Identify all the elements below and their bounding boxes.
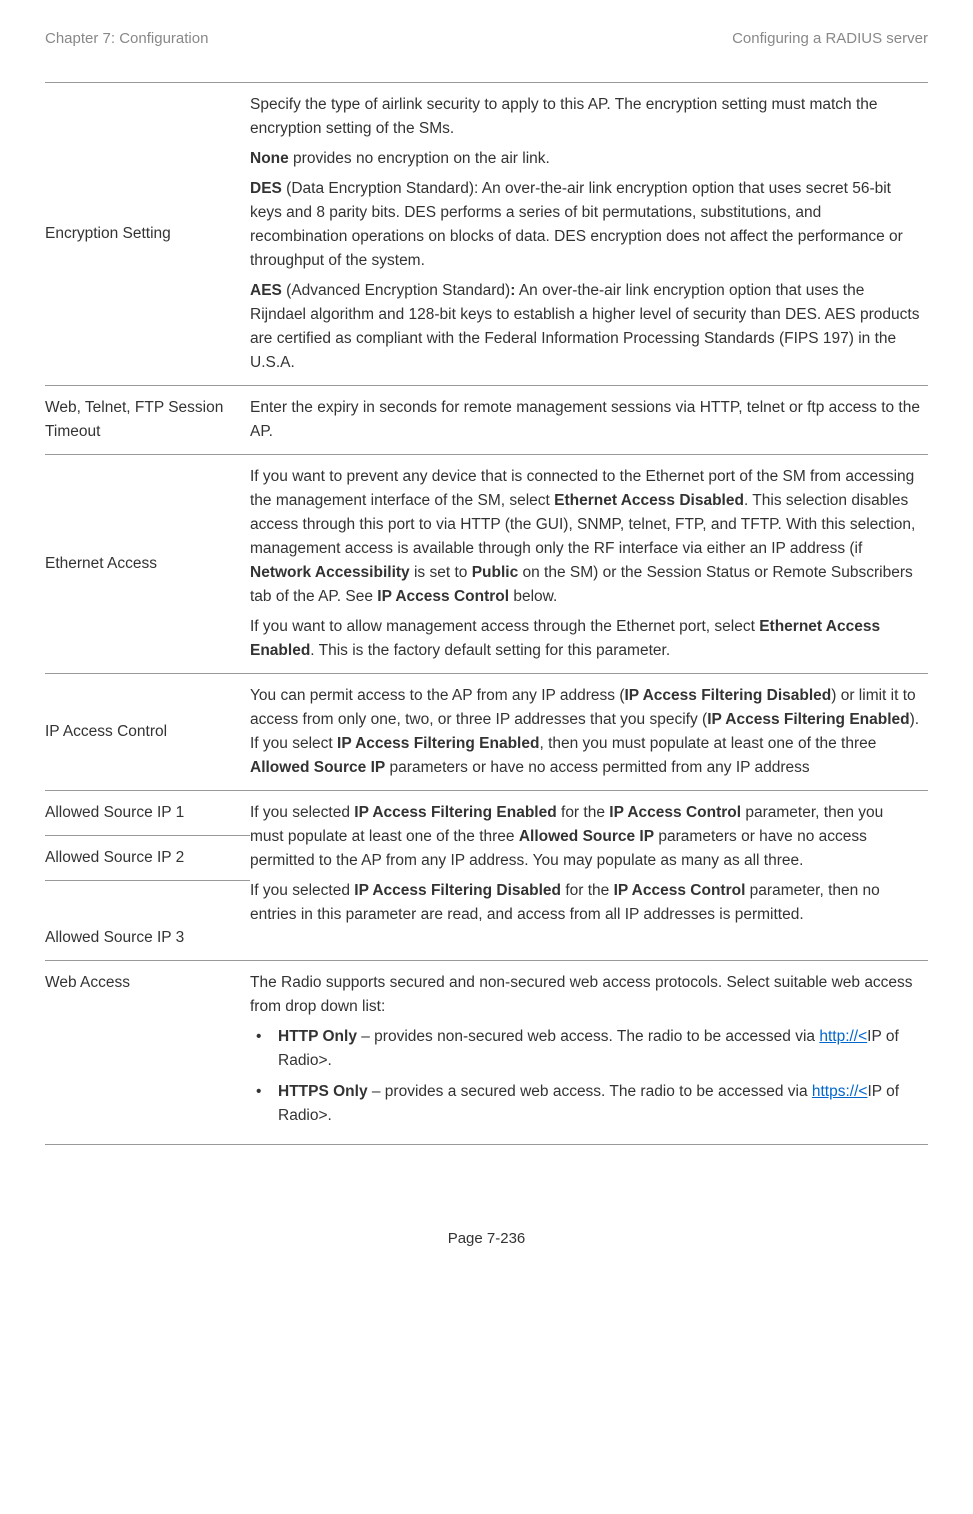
page-header: Chapter 7: Configuration Configuring a R… <box>45 30 928 47</box>
bullet-icon: • <box>250 1025 278 1049</box>
web-bullet-https: • HTTPS Only – provides a secured web ac… <box>250 1080 920 1128</box>
web-bullets: • HTTP Only – provides non-secured web a… <box>250 1025 920 1127</box>
label-timeout: Web, Telnet, FTP Session Timeout <box>45 386 250 455</box>
header-right: Configuring a RADIUS server <box>732 30 928 47</box>
content-encryption: Specify the type of airlink security to … <box>250 83 928 386</box>
label-ethernet: Ethernet Access <box>45 455 250 674</box>
row-ipaccess: IP Access Control You can permit access … <box>45 674 928 791</box>
row-encryption: Encryption Setting Specify the type of a… <box>45 83 928 386</box>
enc-p3-rest: (Data Encryption Standard): An over-the-… <box>250 180 903 269</box>
label-ipaccess: IP Access Control <box>45 674 250 791</box>
content-timeout: Enter the expiry in seconds for remote m… <box>250 386 928 455</box>
content-webaccess: The Radio supports secured and non-secur… <box>250 961 928 1144</box>
row-webaccess: Web Access The Radio supports secured an… <box>45 961 928 1144</box>
row-allowed: Allowed Source IP 1 Allowed Source IP 2 … <box>45 791 928 961</box>
row-ethernet: Ethernet Access If you want to prevent a… <box>45 455 928 674</box>
http-link[interactable]: http://< <box>819 1028 867 1045</box>
allowed-p1: If you selected IP Access Filtering Enab… <box>250 801 920 873</box>
enc-p1: Specify the type of airlink security to … <box>250 93 920 141</box>
label-encryption: Encryption Setting <box>45 83 250 386</box>
header-left: Chapter 7: Configuration <box>45 30 208 47</box>
enc-p3: DES (Data Encryption Standard): An over-… <box>250 177 920 273</box>
timeout-text: Enter the expiry in seconds for remote m… <box>250 396 920 444</box>
web-intro: The Radio supports secured and non-secur… <box>250 971 920 1019</box>
enc-des-bold: DES <box>250 180 282 197</box>
content-allowed: If you selected IP Access Filtering Enab… <box>250 791 928 961</box>
label-allowed3: Allowed Source IP 3 <box>45 881 250 960</box>
bullet-icon: • <box>250 1080 278 1104</box>
label-allowed2: Allowed Source IP 2 <box>45 836 250 881</box>
allowed-labels-cell: Allowed Source IP 1 Allowed Source IP 2 … <box>45 791 250 961</box>
eth-p2: If you want to allow management access t… <box>250 615 920 663</box>
config-table: Encryption Setting Specify the type of a… <box>45 82 928 1145</box>
allowed-p2: If you selected IP Access Filtering Disa… <box>250 879 920 927</box>
https-link[interactable]: https://< <box>812 1083 868 1100</box>
content-ethernet: If you want to prevent any device that i… <box>250 455 928 674</box>
enc-none-bold: None <box>250 150 289 167</box>
page-footer: Page 7-236 <box>45 1230 928 1247</box>
eth-p1: If you want to prevent any device that i… <box>250 465 920 609</box>
row-timeout: Web, Telnet, FTP Session Timeout Enter t… <box>45 386 928 455</box>
label-allowed1: Allowed Source IP 1 <box>45 791 250 836</box>
enc-aes-bold: AES <box>250 282 282 299</box>
ipaccess-text: You can permit access to the AP from any… <box>250 684 920 780</box>
enc-p4: AES (Advanced Encryption Standard): An o… <box>250 279 920 375</box>
web-bullet-http: • HTTP Only – provides non-secured web a… <box>250 1025 920 1073</box>
content-ipaccess: You can permit access to the AP from any… <box>250 674 928 791</box>
enc-p4-mid: (Advanced Encryption Standard) <box>282 282 510 299</box>
enc-p2-rest: provides no encryption on the air link. <box>289 150 550 167</box>
enc-p2: None provides no encryption on the air l… <box>250 147 920 171</box>
label-webaccess: Web Access <box>45 961 250 1144</box>
